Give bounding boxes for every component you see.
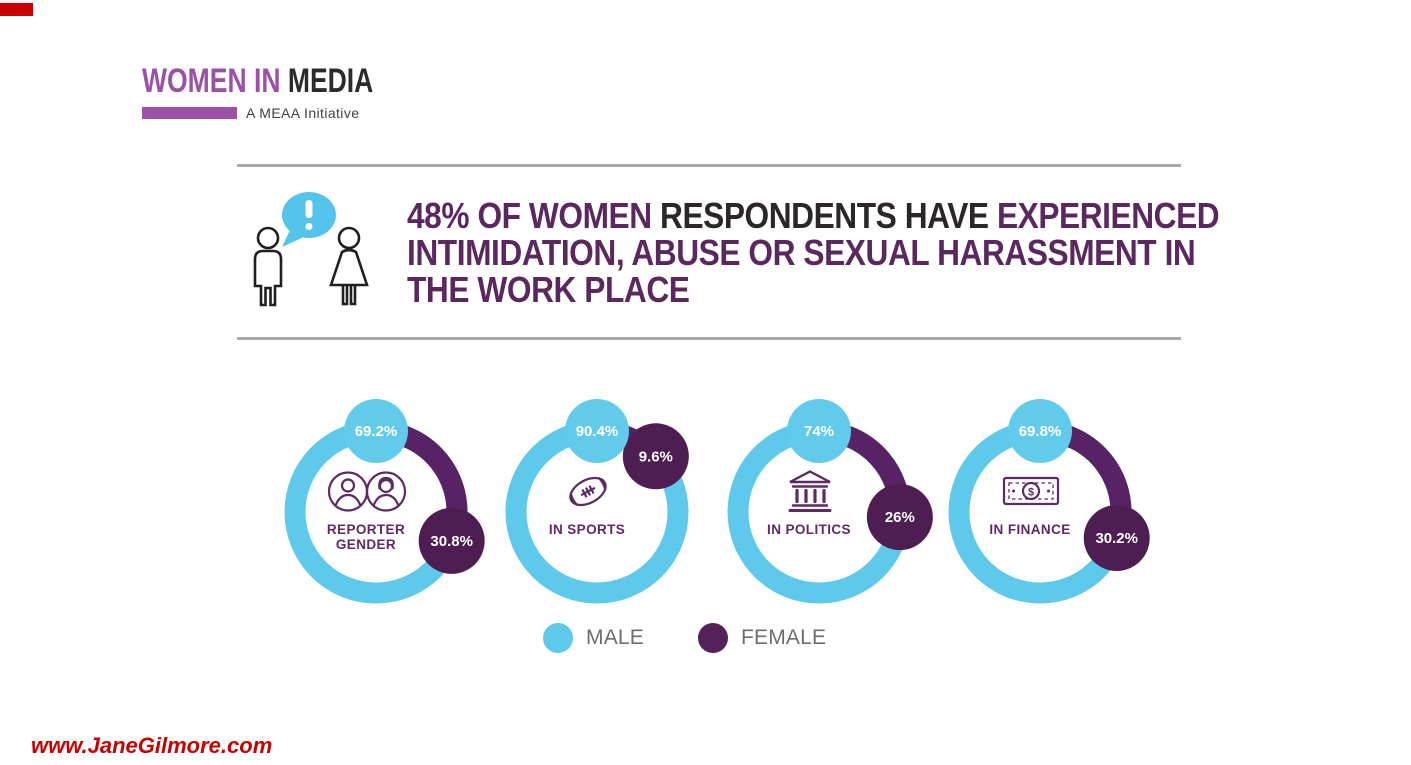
- donut-in-finance: 30.2% 69.8% $ IN FINANCE: [925, 397, 1155, 627]
- donut-label: IN POLITICS: [767, 522, 851, 537]
- watermark-url: www.JaneGilmore.com: [31, 733, 273, 758]
- corner-mark: [0, 3, 33, 16]
- male-bubble: 90.4%: [565, 399, 629, 463]
- logo-text-media: MEDIA: [287, 62, 374, 100]
- headline-segment: 48% OF WOMEN: [407, 195, 661, 236]
- svg-text:30.8%: 30.8%: [430, 533, 473, 550]
- logo-tagline: A MEAA Initiative: [246, 105, 360, 121]
- legend-item-male: MALE: [543, 623, 644, 653]
- svg-text:$: $: [1028, 487, 1034, 499]
- donut-label: REPORTER GENDER: [326, 522, 406, 552]
- headline: 48% OF WOMEN RESPONDENTS HAVE EXPERIENCE…: [407, 195, 1220, 308]
- divider-bottom: [237, 337, 1181, 340]
- male-bubble: 69.8%: [1008, 399, 1072, 463]
- bank-icon: [788, 470, 832, 512]
- football-icon: [569, 476, 607, 507]
- headline-segment: RESPONDENTS HAVE: [660, 195, 997, 236]
- svg-text:30.2%: 30.2%: [1095, 530, 1138, 547]
- male-legend-dot: [543, 623, 573, 653]
- female-legend-dot: [698, 623, 728, 653]
- svg-text:26%: 26%: [885, 509, 915, 526]
- exclamation-bar: [305, 200, 313, 218]
- male-body: [253, 249, 283, 307]
- reporter-gender-icon: [327, 471, 407, 512]
- headline-segment: INTIMIDATION, ABUSE OR SEXUAL HARASSMENT…: [407, 232, 1196, 273]
- donut-in-politics: 26% 74% IN POLITICS: [704, 397, 934, 627]
- exclamation-dot: [305, 222, 313, 231]
- female-head: [337, 226, 361, 250]
- logo-title: WOMEN IN MEDIA: [142, 64, 373, 98]
- female-dress: [329, 248, 369, 287]
- alert-speech-bubble: [282, 192, 336, 247]
- male-bubble: 69.2%: [344, 399, 408, 463]
- svg-text:9.6%: 9.6%: [639, 448, 673, 465]
- logo: WOMEN IN MEDIA A MEAA Initiative: [142, 64, 439, 121]
- headline-line: THE WORK PLACE: [407, 271, 1146, 308]
- divider-top: [237, 164, 1181, 167]
- female-legend-label: FEMALE: [741, 626, 827, 649]
- donut-center-icon: [787, 469, 833, 520]
- donut-center-icon: $: [1002, 475, 1060, 513]
- svg-text:74%: 74%: [804, 423, 834, 440]
- logo-text-women-in: WOMEN IN: [142, 62, 288, 100]
- donut-center-icon: [327, 470, 407, 519]
- logo-underline-bar: [142, 107, 237, 119]
- female-bubble: 30.2%: [1083, 504, 1150, 571]
- chart-legend: MALE FEMALE: [543, 623, 826, 653]
- svg-text:90.4%: 90.4%: [576, 423, 619, 440]
- female-bubble: 26%: [866, 484, 933, 551]
- headline-line: 48% OF WOMEN RESPONDENTS HAVE EXPERIENCE…: [407, 195, 1220, 236]
- banknote-icon: $: [1002, 476, 1060, 506]
- male-head: [256, 226, 280, 250]
- people-alert-icon: [253, 192, 369, 307]
- headline-line: INTIMIDATION, ABUSE OR SEXUAL HARASSMENT…: [407, 234, 1196, 271]
- donut-label: IN FINANCE: [989, 522, 1071, 537]
- headline-segment: THE WORK PLACE: [407, 269, 690, 310]
- donut-in-sports: 9.6% 90.4% IN SPORTS: [482, 397, 712, 627]
- legend-item-female: FEMALE: [698, 623, 826, 653]
- donut-center-icon: [563, 471, 613, 518]
- headline-segment: EXPERIENCED: [996, 195, 1220, 236]
- male-bubble: 74%: [787, 399, 851, 463]
- female-bubble: 9.6%: [622, 423, 689, 490]
- female-bubble: 30.8%: [418, 507, 485, 574]
- svg-text:69.8%: 69.8%: [1019, 423, 1062, 440]
- donut-label: IN SPORTS: [548, 522, 626, 537]
- donut-reporter-gender: 30.8% 69.2% REPORTER GENDER: [261, 397, 491, 627]
- female-legs: [341, 285, 357, 306]
- svg-text:69.2%: 69.2%: [355, 423, 398, 440]
- male-legend-label: MALE: [586, 626, 644, 649]
